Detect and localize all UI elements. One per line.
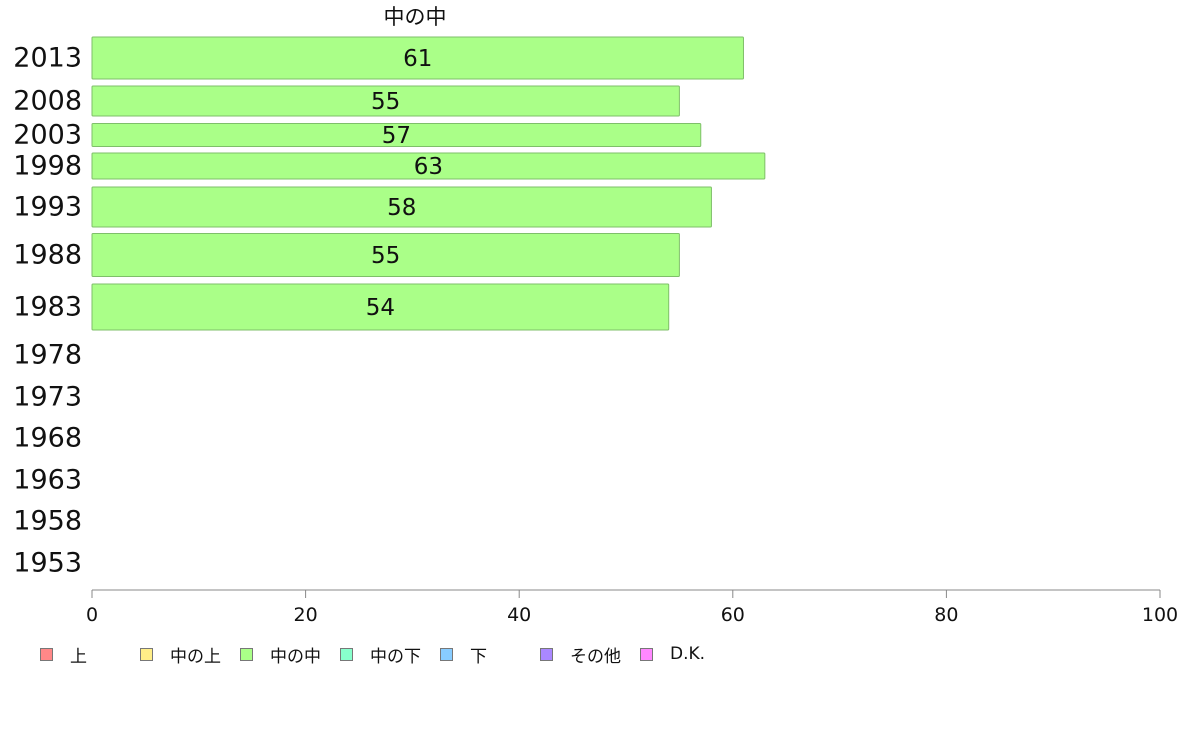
category-label: 1963	[13, 465, 82, 496]
legend-swatch	[540, 647, 553, 661]
bar-value-label: 58	[387, 195, 416, 221]
legend-swatch	[340, 647, 353, 661]
legend-swatch	[240, 647, 253, 661]
category-label: 1983	[13, 292, 82, 323]
bar	[91, 283, 670, 331]
legend-item: D.K.	[640, 643, 705, 665]
category-label: 2003	[13, 120, 82, 151]
bar	[91, 233, 680, 277]
legend-item: 中の中	[240, 643, 321, 667]
x-tick-label: 40	[507, 604, 531, 626]
bar	[91, 123, 702, 147]
category-label: 1993	[13, 192, 82, 223]
legend-swatch	[40, 647, 53, 661]
x-tick-label: 20	[294, 604, 318, 626]
category-label: 1978	[13, 340, 82, 371]
legend-swatch	[140, 647, 153, 661]
legend-item: その他	[540, 643, 621, 667]
bar-value-label: 55	[371, 89, 400, 115]
bar-value-label: 55	[371, 243, 400, 269]
bar-value-label: 54	[366, 295, 395, 321]
category-label: 1958	[13, 506, 82, 537]
chart-title: 中の中	[384, 5, 447, 29]
bar-value-label: 61	[403, 46, 432, 72]
legend-label: 上	[70, 646, 87, 667]
legend-swatch	[440, 647, 453, 661]
bar	[91, 85, 680, 117]
bar	[91, 36, 744, 80]
legend-label: 下	[470, 646, 487, 667]
category-label: 1968	[13, 423, 82, 454]
legend: 上 中の上 中の中 中の下 下 その他 D.K.	[40, 643, 1160, 667]
category-label: 1998	[13, 151, 82, 182]
x-tick-label: 60	[721, 604, 745, 626]
legend-swatch	[640, 647, 653, 661]
category-label: 1988	[13, 240, 82, 271]
x-axis: 0 20 40 60 80 100	[86, 589, 1178, 626]
bar-value-label: 63	[414, 154, 443, 180]
x-tick-label: 80	[934, 604, 958, 626]
legend-label: 中の中	[270, 646, 321, 667]
x-tick-label: 100	[1142, 604, 1178, 626]
legend-item: 中の下	[340, 643, 421, 667]
legend-label: 中の下	[370, 646, 421, 667]
legend-label: D.K.	[670, 644, 706, 664]
category-label: 2013	[13, 43, 82, 74]
category-label: 1973	[13, 382, 82, 413]
bar	[91, 186, 712, 228]
legend-label: その他	[570, 646, 621, 667]
category-label: 2008	[13, 86, 82, 117]
bar	[91, 152, 766, 180]
legend-item: 上	[40, 643, 87, 667]
legend-item: 中の上	[140, 643, 221, 667]
category-label: 1953	[13, 548, 82, 579]
legend-label: 中の上	[170, 646, 221, 667]
legend-item: 下	[440, 643, 487, 667]
x-tick-label: 0	[86, 604, 98, 626]
bar-value-label: 57	[382, 123, 411, 149]
